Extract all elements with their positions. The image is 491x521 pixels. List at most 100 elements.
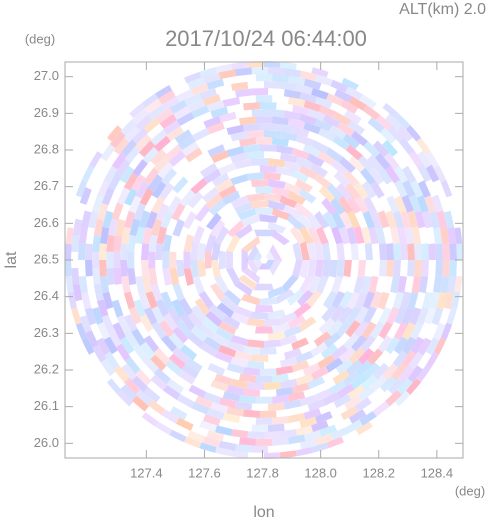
echo-cell	[396, 125, 414, 142]
echo-cell	[150, 129, 168, 146]
echo-cell	[97, 180, 111, 198]
echo-cell	[307, 376, 326, 390]
echo-cell	[435, 260, 443, 277]
echo-cell	[317, 150, 335, 166]
echo-cell	[348, 347, 366, 365]
echo-cell	[271, 394, 290, 404]
echo-cell	[246, 317, 264, 327]
echo-cell	[370, 321, 385, 340]
echo-cell	[267, 221, 287, 234]
echo-cell	[345, 182, 361, 200]
echo-cell	[385, 210, 397, 229]
echo-cell	[279, 195, 298, 209]
echo-cell	[317, 354, 335, 370]
echo-cell	[101, 314, 115, 333]
echo-cell	[302, 362, 321, 376]
echo-cell	[160, 210, 174, 229]
echo-cell	[242, 144, 261, 153]
echo-cell	[71, 235, 80, 252]
echo-cell	[197, 260, 207, 278]
echo-cell	[364, 242, 373, 260]
echo-cell	[111, 299, 124, 318]
echo-cell	[407, 243, 415, 260]
echo-cell	[344, 395, 362, 411]
chart-title: 2017/10/24 06:44:00	[165, 26, 367, 51]
echo-cell	[272, 186, 291, 198]
echo-cell	[101, 187, 115, 206]
echo-cell	[291, 61, 309, 65]
echo-cell	[115, 343, 131, 362]
y-tick-label: 26.8	[34, 141, 59, 156]
echo-cell	[203, 391, 222, 405]
echo-cell	[295, 373, 314, 386]
echo-cell	[123, 125, 141, 143]
echo-cell	[401, 307, 415, 326]
echo-cell	[272, 74, 289, 83]
echo-cell	[409, 307, 422, 326]
echo-cell	[348, 96, 367, 111]
echo-cell	[288, 434, 306, 445]
echo-cell	[377, 291, 390, 310]
echo-cell	[385, 390, 402, 407]
echo-cell	[72, 218, 83, 237]
echo-cell	[372, 401, 390, 417]
echo-cell	[254, 283, 274, 291]
echo-cell	[79, 187, 92, 205]
echo-cell	[135, 369, 152, 386]
echo-cell	[151, 196, 165, 214]
echo-cell	[326, 93, 344, 107]
echo-cell	[362, 291, 376, 310]
echo-cell	[357, 260, 366, 278]
echo-cell	[359, 94, 377, 110]
echo-cell	[268, 67, 285, 76]
echo-cell	[226, 234, 241, 253]
echo-cell	[241, 214, 260, 227]
echo-cell	[156, 107, 174, 123]
echo-cell	[230, 131, 248, 142]
echo-cell	[456, 243, 463, 260]
echo-cell	[283, 399, 302, 410]
echo-cell	[321, 197, 338, 215]
echo-cell	[214, 350, 233, 364]
echo-cell	[259, 410, 277, 418]
echo-cell	[168, 150, 186, 167]
echo-cell	[139, 314, 154, 333]
echo-cell	[172, 218, 185, 237]
echo-cell	[271, 373, 290, 383]
echo-cell	[194, 204, 211, 222]
echo-cell	[279, 357, 298, 368]
echo-cell	[176, 260, 185, 278]
echo-cell	[218, 440, 237, 451]
echo-cell	[131, 375, 149, 393]
echo-cell	[132, 343, 148, 361]
echo-cell	[209, 282, 226, 301]
echo-cell	[343, 333, 360, 350]
echo-cell	[172, 346, 190, 364]
echo-cell	[295, 447, 314, 458]
echo-cell	[106, 234, 115, 252]
echo-cell	[422, 291, 433, 310]
echo-cell	[88, 211, 99, 229]
echo-cell	[330, 344, 348, 361]
echo-cell	[120, 384, 137, 401]
echo-cell	[235, 67, 253, 77]
x-tick-label: 128.4	[421, 465, 454, 480]
echo-cell	[171, 202, 186, 221]
echo-cell	[363, 141, 381, 158]
echo-cell	[215, 178, 234, 193]
echo-cell	[370, 180, 385, 199]
echo-cell	[148, 399, 166, 416]
echo-cell	[91, 195, 104, 213]
echo-cell	[259, 123, 277, 131]
echo-cell	[100, 358, 116, 377]
echo-cell	[162, 268, 173, 286]
echo-cell	[220, 296, 238, 312]
echo-cell	[290, 225, 307, 245]
echo-cell	[320, 343, 339, 360]
echo-cell	[65, 235, 66, 253]
echo-cell	[223, 289, 241, 306]
echo-cell	[311, 66, 329, 78]
echo-cell	[407, 260, 415, 277]
echo-cell	[103, 165, 118, 184]
echo-cell	[311, 442, 329, 454]
